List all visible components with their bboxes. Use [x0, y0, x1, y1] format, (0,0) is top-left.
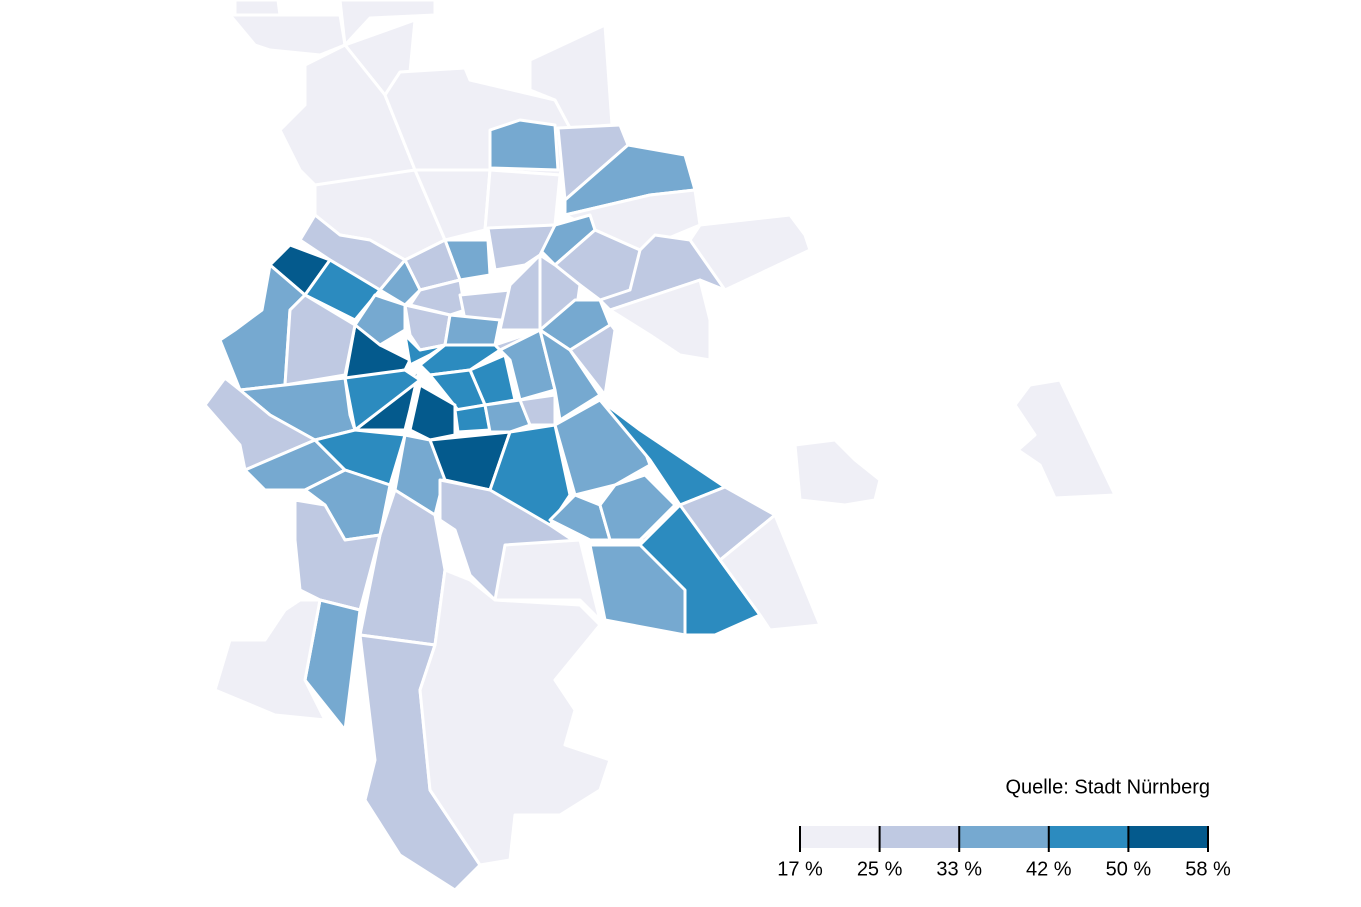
district: [353, 293, 407, 347]
district: [228, 13, 347, 57]
district: [486, 223, 557, 272]
district: [338, 0, 437, 47]
district: [233, 0, 282, 17]
district: [313, 428, 407, 487]
district: [548, 493, 612, 542]
district: [598, 473, 677, 542]
district: [483, 168, 562, 232]
district: [213, 598, 327, 722]
legend-bin: [1048, 826, 1129, 848]
district: [303, 258, 382, 322]
legend-tick-label: 42 %: [1026, 858, 1072, 880]
district: [443, 313, 502, 347]
legend-tick-label: 50 %: [1106, 858, 1152, 880]
legend-bin: [1128, 826, 1208, 848]
district: [498, 328, 557, 402]
district: [608, 278, 712, 362]
legend-tick-label: 58 %: [1185, 858, 1231, 880]
district: [1013, 378, 1117, 500]
districts: [203, 0, 1117, 892]
legend-bin: [800, 826, 880, 848]
district: [718, 513, 822, 632]
district: [538, 328, 602, 422]
district: [203, 376, 317, 472]
district: [793, 438, 882, 507]
legend-tick-label: 25 %: [857, 858, 903, 880]
district: [493, 538, 602, 622]
legend-tick-label: 33 %: [936, 858, 982, 880]
legend-bin: [959, 826, 1049, 848]
district: [408, 278, 467, 317]
district: [588, 543, 687, 637]
district: [488, 118, 560, 172]
district: [538, 298, 612, 352]
district: [343, 368, 422, 432]
district: [418, 568, 612, 867]
district: [498, 253, 542, 332]
district: [483, 398, 532, 434]
legend-tick-label: 17 %: [777, 858, 823, 880]
source-note: Quelle: Stadt Nürnberg: [1005, 776, 1210, 798]
legend-bin: [879, 826, 960, 848]
